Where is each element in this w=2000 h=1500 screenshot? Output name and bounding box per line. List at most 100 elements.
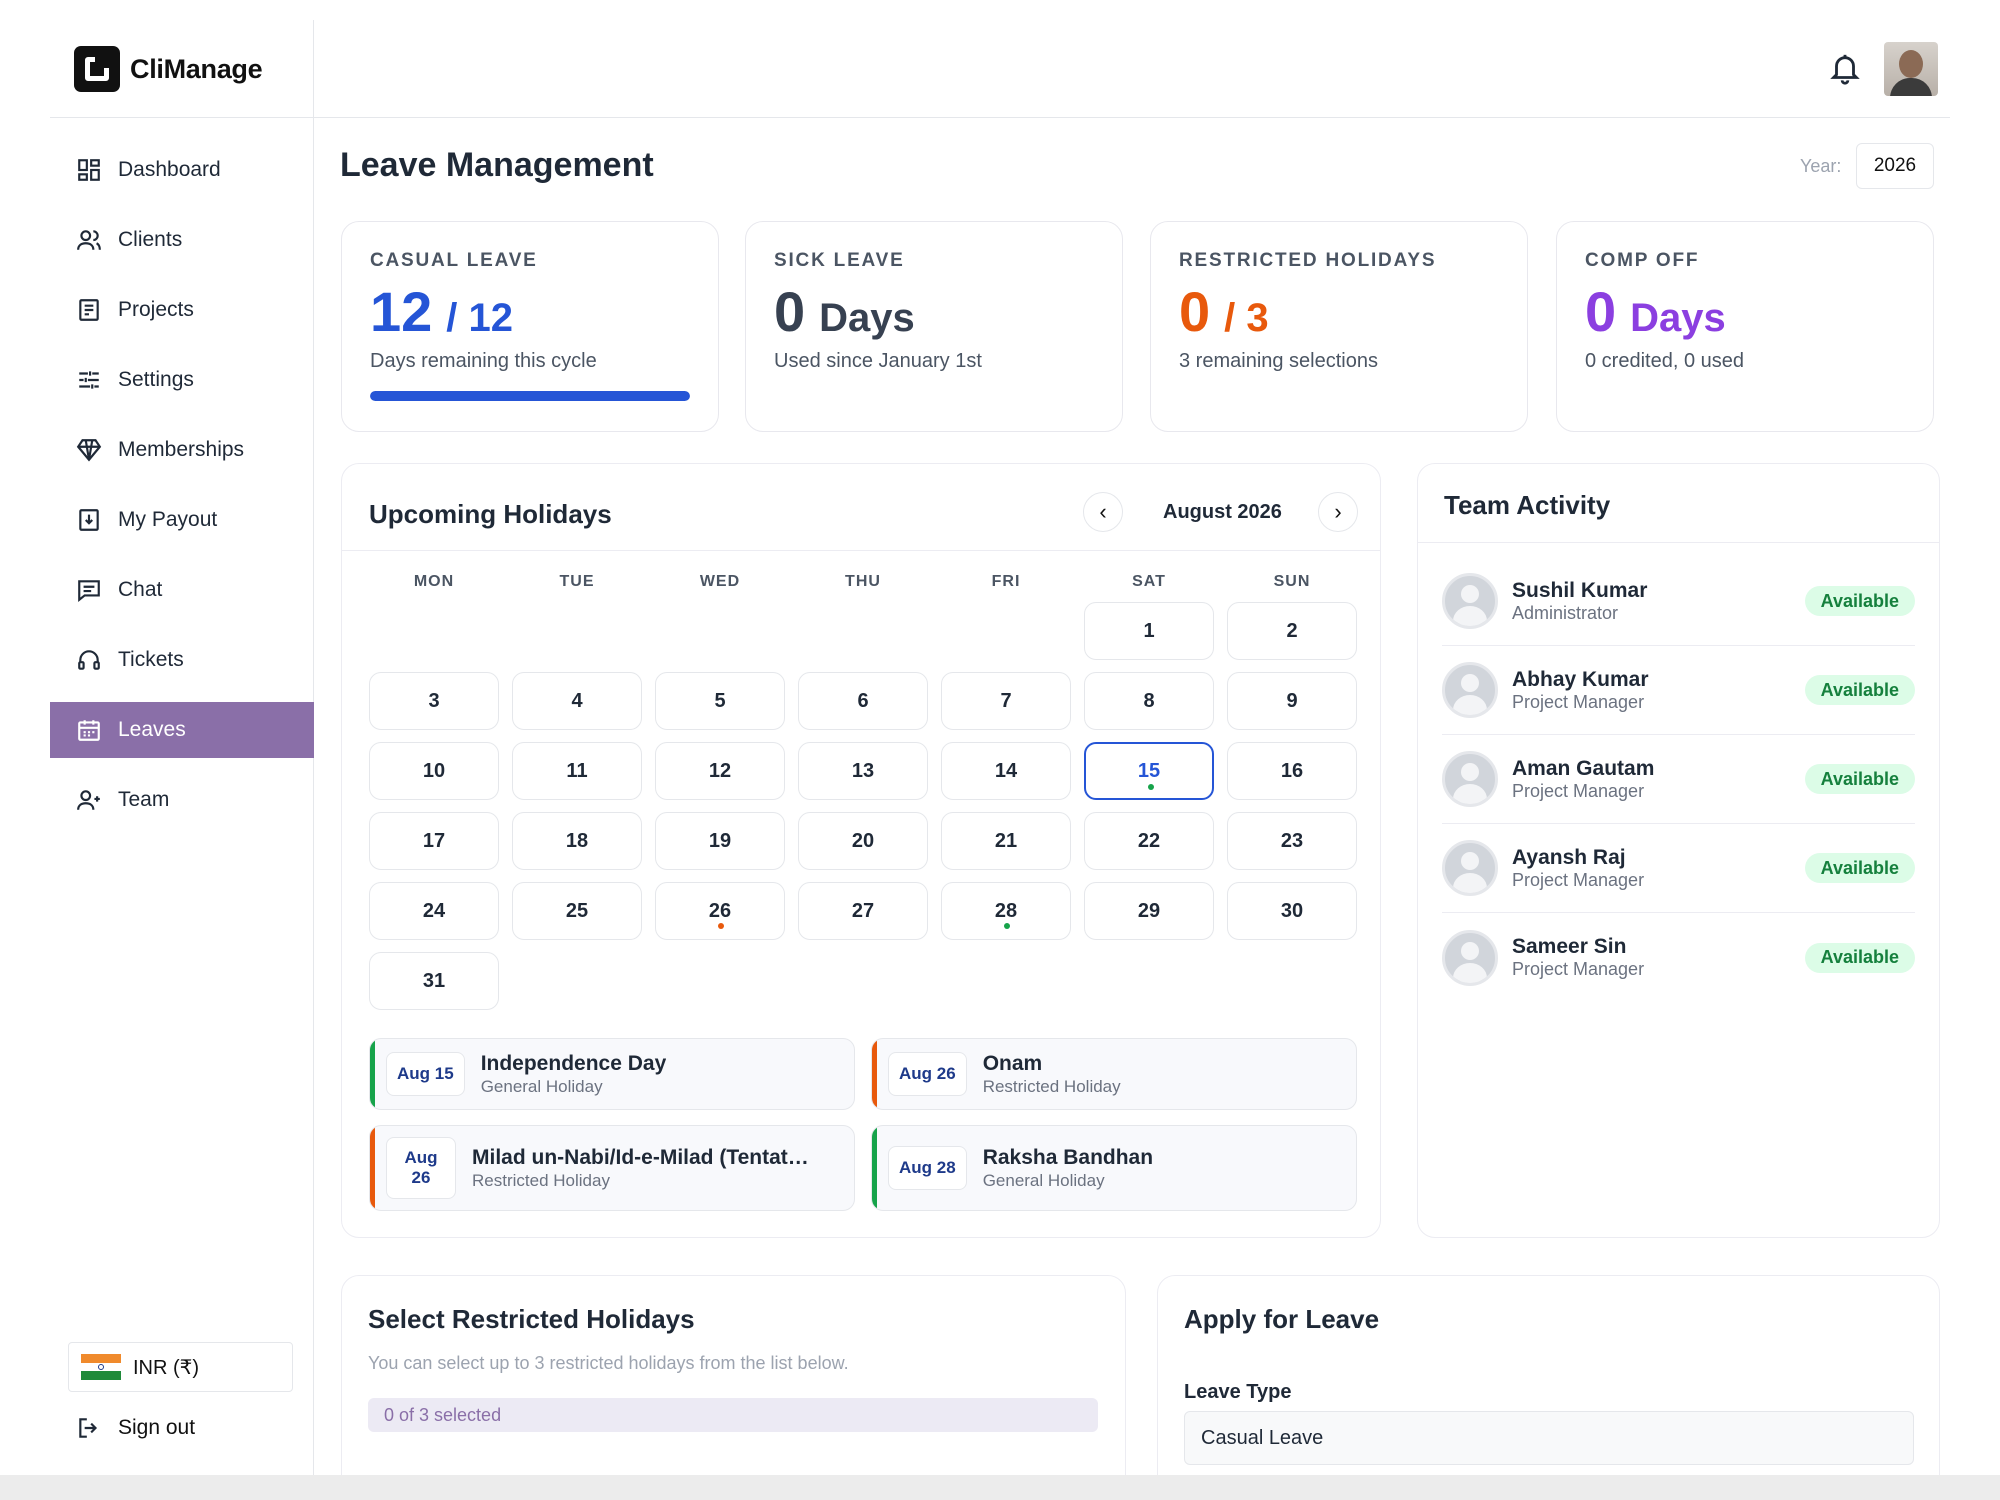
holiday-type: General Holiday — [480, 1076, 603, 1096]
day-number: 16 — [1280, 759, 1304, 782]
holiday-date: Aug 15 — [386, 1052, 465, 1096]
notification-bell-icon[interactable] — [1828, 50, 1862, 88]
calendar-day[interactable]: 10 — [369, 742, 499, 800]
calendar-day[interactable]: 4 — [512, 672, 642, 730]
stat-value: 12 — [370, 280, 433, 343]
status-badge: Available — [1804, 942, 1915, 973]
sidebar: CliManage Dashboard Clients Projects — [50, 20, 314, 1475]
team-member-row[interactable]: Abhay Kumar Project Manager Available — [1442, 646, 1915, 735]
weekday-label: THU — [845, 573, 881, 590]
holiday-card[interactable]: Aug 26 Milad un-Nabi/Id-e-Milad (Tentat… … — [369, 1125, 855, 1211]
calendar-day[interactable]: 21 — [941, 812, 1071, 870]
currency-selector[interactable]: INR (₹) — [68, 1342, 293, 1392]
next-month-button[interactable]: › — [1318, 492, 1358, 532]
sidebar-item-clients[interactable]: Clients — [50, 212, 314, 268]
team-member-row[interactable]: Aman Gautam Project Manager Available — [1442, 735, 1915, 824]
calendar-day[interactable]: 31 — [369, 952, 499, 1010]
calendar-day[interactable]: 23 — [1227, 812, 1357, 870]
holiday-card[interactable]: Aug 26 Onam Restricted Holiday — [871, 1038, 1357, 1110]
calendar-day[interactable]: 19 — [655, 812, 785, 870]
day-number: 30 — [1280, 899, 1304, 922]
calendar-day[interactable]: 2 — [1227, 602, 1357, 660]
sidebar-item-leaves[interactable]: Leaves — [50, 702, 314, 758]
sidebar-item-chat[interactable]: Chat — [50, 562, 314, 618]
year-selector[interactable]: 2026 — [1856, 143, 1934, 189]
holiday-dot-icon — [1148, 784, 1154, 790]
header-divider — [50, 117, 1950, 118]
calendar-day[interactable]: 11 — [512, 742, 642, 800]
sign-out-button[interactable]: Sign out — [76, 1415, 195, 1441]
calendar-day[interactable]: 6 — [798, 672, 928, 730]
calendar-day[interactable]: 28 — [941, 882, 1071, 940]
stat-subtitle: 3 remaining selections — [1179, 350, 1378, 372]
panel-title: Apply for Leave — [1184, 1304, 1380, 1334]
avatar — [1442, 751, 1498, 807]
member-role: Project Manager — [1512, 869, 1645, 890]
calendar-day[interactable]: 25 — [512, 882, 642, 940]
team-activity-panel: Team Activity Sushil Kumar Administrator A… — [1417, 463, 1940, 1238]
holiday-card[interactable]: Aug 28 Raksha Bandhan General Holiday — [871, 1125, 1357, 1211]
calendar-day[interactable]: 9 — [1227, 672, 1357, 730]
calendar-day[interactable]: 13 — [798, 742, 928, 800]
comp-off-card: COMP OFF 0 Days 0 credited, 0 used — [1556, 221, 1934, 432]
calendar-day[interactable]: 17 — [369, 812, 499, 870]
calendar-day[interactable]: 8 — [1084, 672, 1214, 730]
brand[interactable]: CliManage — [74, 46, 263, 92]
leave-type-select[interactable]: Casual Leave — [1184, 1411, 1914, 1465]
sidebar-item-label: Clients — [118, 228, 183, 251]
team-member-row[interactable]: Sushil Kumar Administrator Available — [1442, 557, 1915, 646]
calendar-day[interactable]: 18 — [512, 812, 642, 870]
calendar-day[interactable]: 24 — [369, 882, 499, 940]
calendar-day[interactable]: 16 — [1227, 742, 1357, 800]
calendar-day[interactable]: 20 — [798, 812, 928, 870]
calendar-day[interactable]: 7 — [941, 672, 1071, 730]
avatar — [1442, 840, 1498, 896]
sidebar-item-team[interactable]: Team — [50, 772, 314, 828]
stat-label: CASUAL LEAVE — [370, 250, 538, 271]
sidebar-item-projects[interactable]: Projects — [50, 282, 314, 338]
headset-icon — [76, 647, 102, 673]
holiday-card[interactable]: Aug 15 Independence Day General Holiday — [369, 1038, 855, 1110]
team-member-row[interactable]: Sameer Sin Project Manager Available — [1442, 913, 1915, 1002]
calendar-day[interactable]: 29 — [1084, 882, 1214, 940]
calendar-day[interactable]: 30 — [1227, 882, 1357, 940]
sidebar-item-memberships[interactable]: Memberships — [50, 422, 314, 478]
calendar-day[interactable]: 5 — [655, 672, 785, 730]
day-number: 1 — [1143, 619, 1155, 642]
sidebar-item-my-payout[interactable]: My Payout — [50, 492, 314, 548]
calendar-day[interactable]: 15 — [1084, 742, 1214, 800]
day-number: 12 — [708, 759, 732, 782]
day-number: 18 — [565, 829, 589, 852]
stat-value: 0 — [1179, 280, 1211, 343]
day-number: 21 — [994, 829, 1018, 852]
day-number: 14 — [994, 759, 1018, 782]
calendar-day[interactable]: 1 — [1084, 602, 1214, 660]
prev-month-button[interactable]: ‹ — [1083, 492, 1123, 532]
calendar-day[interactable]: 27 — [798, 882, 928, 940]
user-avatar[interactable] — [1884, 42, 1938, 96]
calendar-day[interactable]: 3 — [369, 672, 499, 730]
day-number: 3 — [428, 689, 440, 712]
day-number: 31 — [422, 969, 446, 992]
calendar-day[interactable]: 12 — [655, 742, 785, 800]
calendar-day[interactable]: 26 — [655, 882, 785, 940]
avatar — [1442, 929, 1498, 986]
leave-type-label: Leave Type — [1184, 1381, 1292, 1403]
status-badge: Available — [1804, 764, 1915, 794]
stat-label: RESTRICTED HOLIDAYS — [1179, 250, 1437, 271]
payout-icon — [76, 507, 102, 533]
sidebar-item-settings[interactable]: Settings — [50, 352, 314, 408]
calendar-day[interactable]: 14 — [941, 742, 1071, 800]
calendar-day[interactable]: 22 — [1084, 812, 1214, 870]
sidebar-item-dashboard[interactable]: Dashboard — [50, 142, 314, 198]
team-member-row[interactable]: Ayansh Raj Project Manager Available — [1442, 824, 1915, 913]
day-number: 26 — [708, 899, 732, 922]
day-number: 28 — [994, 899, 1018, 922]
sidebar-item-label: Tickets — [118, 648, 184, 671]
diamond-icon — [76, 437, 102, 463]
casual-leave-card: CASUAL LEAVE 12 / 12 Days remaining this… — [341, 221, 719, 432]
restricted-holidays-panel: Select Restricted Holidays You can selec… — [341, 1275, 1126, 1475]
sidebar-item-tickets[interactable]: Tickets — [50, 632, 314, 688]
holiday-type: Restricted Holiday — [982, 1076, 1121, 1096]
